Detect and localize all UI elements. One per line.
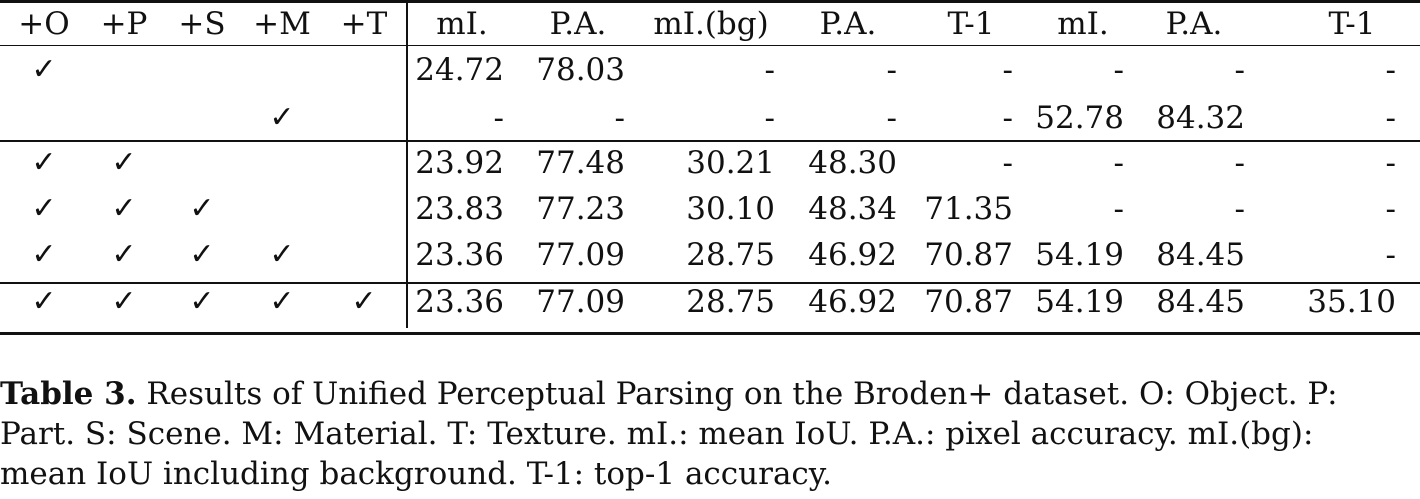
- table-cell: -: [1385, 100, 1396, 136]
- check-mark: ✓: [111, 191, 137, 226]
- table-cell: 23.83: [415, 191, 504, 227]
- caption-label: Table 3.: [0, 376, 137, 412]
- table-cell: 54.19: [1035, 284, 1124, 320]
- check-mark: ✓: [31, 145, 57, 180]
- check-mark: ✓: [351, 284, 377, 319]
- table-cell: 84.45: [1156, 237, 1245, 273]
- table-cell: 35.10: [1307, 284, 1396, 320]
- table-cell: 48.34: [808, 191, 897, 227]
- table-cell: 23.36: [415, 284, 504, 320]
- table-cell: 28.75: [686, 237, 775, 273]
- table-cell: 52.78: [1035, 100, 1124, 136]
- table-cell: -: [1234, 145, 1245, 181]
- table-rule: [0, 140, 1420, 142]
- table-rule: [0, 45, 1420, 46]
- table-cell: 77.09: [536, 284, 625, 320]
- column-divider: [406, 0, 408, 328]
- table-cell: 23.36: [415, 237, 504, 273]
- table-cell: 77.48: [536, 145, 625, 181]
- header-cell: P.A.: [819, 6, 877, 42]
- table-cell: 84.45: [1156, 284, 1245, 320]
- header-cell: mI.(bg): [653, 6, 769, 42]
- table-cell: 24.72: [415, 52, 504, 88]
- check-mark: ✓: [189, 191, 215, 226]
- table-cell: 70.87: [924, 284, 1013, 320]
- table-cell: 46.92: [808, 284, 897, 320]
- check-mark: ✓: [269, 237, 295, 272]
- header-cell: T-1: [947, 6, 995, 42]
- check-mark: ✓: [269, 100, 295, 135]
- caption-line-2: Part. S: Scene. M: Material. T: Texture.…: [0, 416, 1314, 452]
- table-cell: -: [1002, 145, 1013, 181]
- header-cell: P.A.: [549, 6, 607, 42]
- header-cell: mI.: [436, 6, 488, 42]
- caption-text-1: Results of Unified Perceptual Parsing on…: [136, 376, 1338, 412]
- table-cell: 46.92: [808, 237, 897, 273]
- table-cell: 48.30: [808, 145, 897, 181]
- table-cell: -: [886, 100, 897, 136]
- check-mark: ✓: [111, 284, 137, 319]
- table-cell: -: [1385, 52, 1396, 88]
- table-cell: -: [1002, 100, 1013, 136]
- table-cell: -: [1385, 191, 1396, 227]
- table-cell: 77.23: [536, 191, 625, 227]
- check-mark: ✓: [111, 145, 137, 180]
- check-mark: ✓: [189, 284, 215, 319]
- table-cell: -: [1234, 191, 1245, 227]
- table-cell: -: [1234, 52, 1245, 88]
- table-cell: -: [1002, 52, 1013, 88]
- table-cell: 71.35: [924, 191, 1013, 227]
- table-cell: 30.10: [686, 191, 775, 227]
- check-mark: ✓: [31, 191, 57, 226]
- table-cell: -: [764, 100, 775, 136]
- check-mark: ✓: [31, 52, 57, 87]
- table-cell: -: [493, 100, 504, 136]
- header-cell: T-1: [1328, 6, 1376, 42]
- caption-line-1: Table 3. Results of Unified Perceptual P…: [0, 374, 1420, 414]
- table-rule: [0, 0, 1420, 3]
- table-cell: 23.92: [415, 145, 504, 181]
- header-cell: +T: [340, 6, 388, 42]
- check-mark: ✓: [269, 284, 295, 319]
- table-cell: -: [1113, 145, 1124, 181]
- check-mark: ✓: [189, 237, 215, 272]
- header-cell: +S: [178, 6, 226, 42]
- table-cell: 78.03: [536, 52, 625, 88]
- check-mark: ✓: [31, 237, 57, 272]
- header-cell: mI.: [1057, 6, 1109, 42]
- header-cell: +O: [18, 6, 70, 42]
- table-cell: -: [886, 52, 897, 88]
- table-rule: [0, 332, 1420, 335]
- table-caption: Table 3. Results of Unified Perceptual P…: [0, 374, 1420, 494]
- table-rule: [0, 282, 1420, 284]
- table-cell: -: [1385, 237, 1396, 273]
- table-cell: -: [614, 100, 625, 136]
- table-cell: 54.19: [1035, 237, 1124, 273]
- table-cell: -: [764, 52, 775, 88]
- table-cell: 70.87: [924, 237, 1013, 273]
- table-cell: 30.21: [686, 145, 775, 181]
- check-mark: ✓: [31, 284, 57, 319]
- caption-line-3: mean IoU including background. T-1: top-…: [0, 456, 833, 492]
- table-cell: -: [1113, 191, 1124, 227]
- table-cell: 77.09: [536, 237, 625, 273]
- table-cell: 84.32: [1156, 100, 1245, 136]
- table-cell: 28.75: [686, 284, 775, 320]
- table-cell: -: [1385, 145, 1396, 181]
- header-cell: +M: [253, 6, 311, 42]
- header-cell: P.A.: [1165, 6, 1223, 42]
- table-cell: -: [1113, 52, 1124, 88]
- header-cell: +P: [100, 6, 148, 42]
- check-mark: ✓: [111, 237, 137, 272]
